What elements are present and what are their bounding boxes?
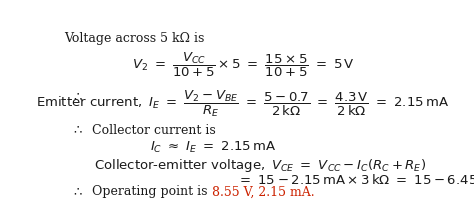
Text: $\therefore$: $\therefore$ (71, 124, 83, 137)
Text: Collector current is: Collector current is (92, 124, 216, 137)
Text: $\mathrm{Emitter\ current,}\ I_E \ = \ \dfrac{V_2 - V_{BE}}{R_E} \ = \ \dfrac{5-: $\mathrm{Emitter\ current,}\ I_E \ = \ \… (36, 89, 449, 119)
Text: 8.55 V, 2.15 mA.: 8.55 V, 2.15 mA. (212, 185, 314, 198)
Text: $\therefore$: $\therefore$ (71, 185, 83, 198)
Text: $I_C \ \approx \ I_E \ = \ 2.15\,\mathrm{mA}$: $I_C \ \approx \ I_E \ = \ 2.15\,\mathrm… (150, 140, 277, 155)
Text: Operating point is: Operating point is (92, 185, 212, 198)
Text: Voltage across 5 kΩ is: Voltage across 5 kΩ is (64, 33, 204, 46)
Text: $= \ 15 - 2.15\,\mathrm{mA} \times 3\,\mathrm{k\Omega} \ = \ 15 - 6.45 \ = \ 8.5: $= \ 15 - 2.15\,\mathrm{mA} \times 3\,\m… (237, 173, 474, 187)
Text: $\therefore$: $\therefore$ (71, 91, 83, 104)
Text: $\mathrm{Collector\text{-}emitter\ voltage,}\ V_{CE} \ = \ V_{CC} - I_C(R_C + R_: $\mathrm{Collector\text{-}emitter\ volta… (94, 157, 426, 174)
Text: $V_2 \ = \ \dfrac{V_{CC}}{10+5} \times 5 \ = \ \dfrac{15 \times 5}{10+5} \ = \ 5: $V_2 \ = \ \dfrac{V_{CC}}{10+5} \times 5… (132, 51, 354, 79)
